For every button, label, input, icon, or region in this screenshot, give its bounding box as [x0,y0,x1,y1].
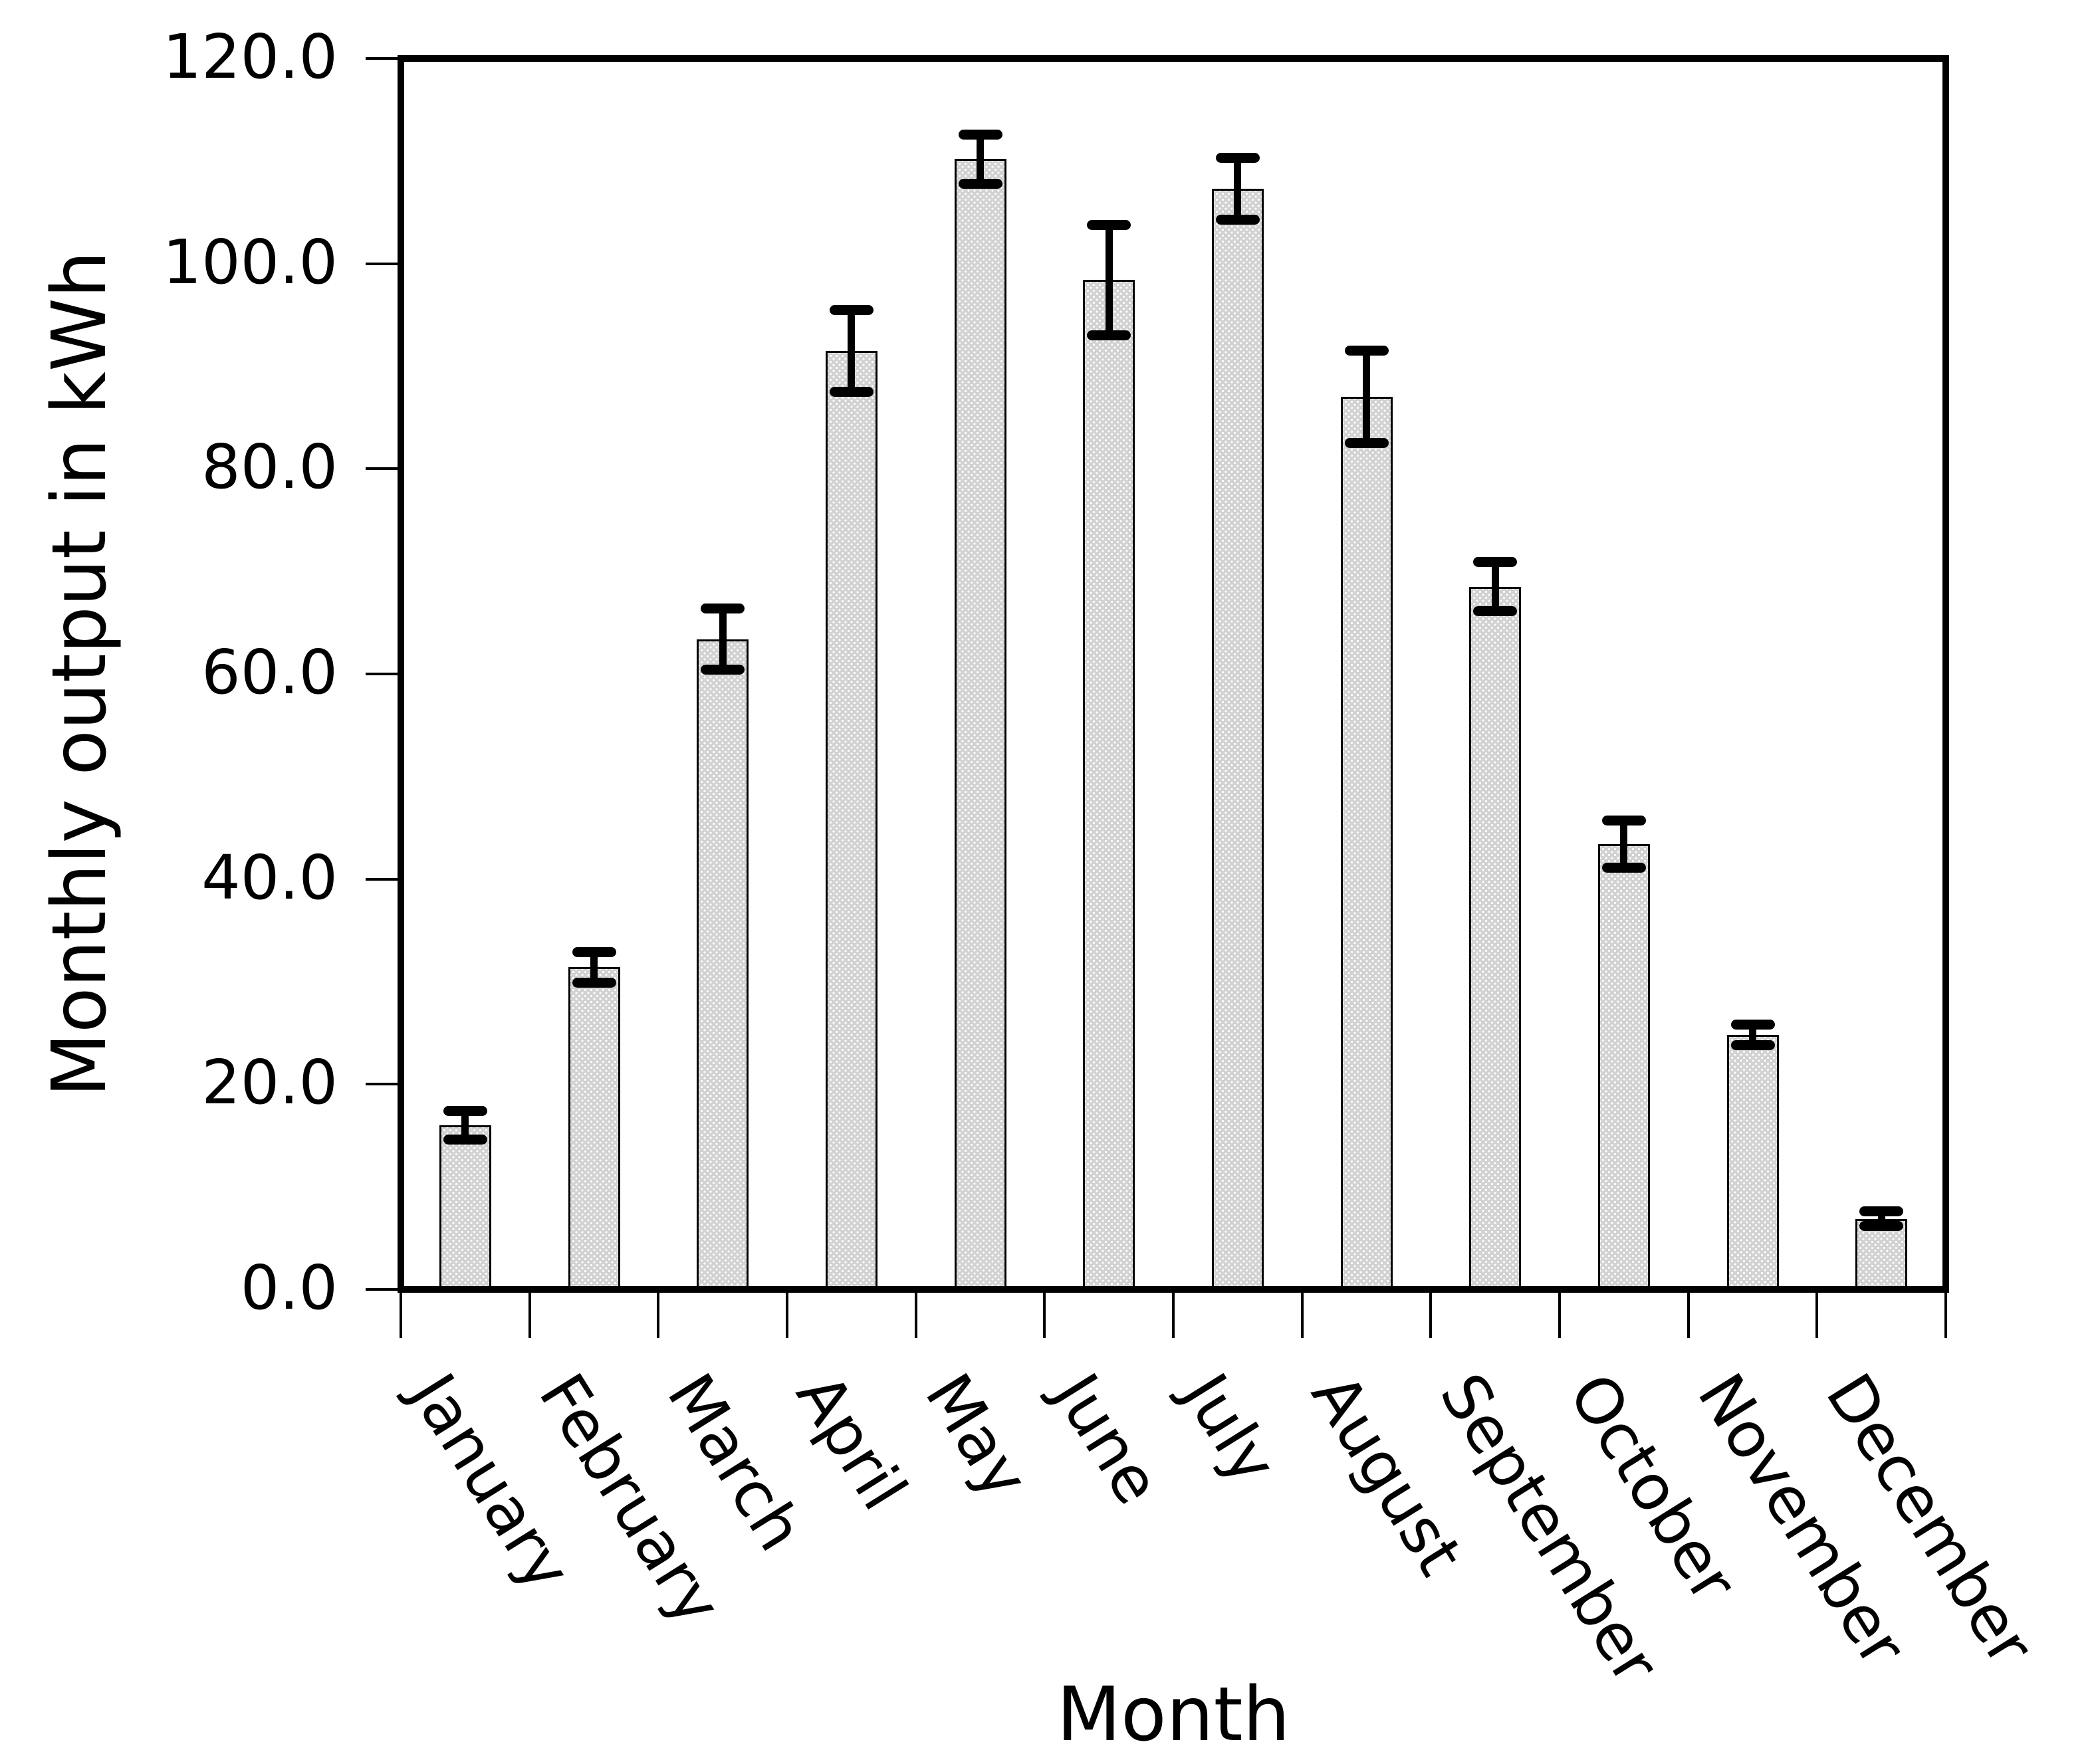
error-bar-stem [1491,562,1499,611]
error-bar-stem [977,134,984,184]
error-bar-cap-bottom [1601,863,1646,873]
error-bar-stem [848,310,856,392]
bar [568,967,620,1293]
x-tick [1172,1293,1175,1338]
error-bar-cap-bottom [1215,214,1260,225]
y-tick [366,467,398,471]
error-bar-cap-top [701,603,745,613]
error-bar-cap-top [958,129,1002,140]
error-bar-cap-bottom [443,1135,487,1145]
y-tick-label: 60.0 [201,637,338,708]
x-tick [1043,1293,1046,1338]
bar [697,639,749,1293]
error-bar-cap-top [572,946,616,957]
error-bar-stem [461,1111,469,1140]
error-bar-stem [719,608,727,670]
y-tick [366,1083,398,1086]
error-bar-stem [1105,225,1113,336]
error-bar-cap-bottom [1730,1040,1775,1051]
y-tick [366,673,398,675]
y-tick-label: 40.0 [201,841,338,913]
bar [1083,280,1135,1293]
x-tick [1429,1293,1433,1338]
error-bar-cap-bottom [829,387,874,397]
error-bar-cap-bottom [1344,438,1389,449]
error-bar-cap-top [1344,346,1389,356]
error-bar-cap-bottom [701,665,745,675]
error-bar-stem [1363,350,1370,443]
error-bar-cap-top [1473,557,1518,568]
x-axis-title: Month [1056,1672,1290,1758]
error-bar-cap-bottom [1859,1220,1904,1231]
x-tick-label: July [1168,1361,1290,1497]
y-tick [366,262,398,265]
error-bar-cap-top [1859,1206,1904,1217]
bar [825,350,877,1293]
x-tick [400,1293,402,1338]
x-tick-label: April [782,1361,921,1523]
x-tick [914,1293,917,1338]
y-tick-label: 100.0 [162,226,338,298]
error-bar-stem [1234,158,1242,220]
x-tick [1558,1293,1561,1338]
bar [439,1125,491,1293]
error-bar-cap-top [1730,1020,1775,1030]
error-bar-cap-top [1087,219,1131,230]
y-tick-label: 80.0 [201,431,338,503]
error-bar-cap-bottom [958,178,1002,189]
x-tick-label: May [910,1361,1042,1511]
error-bar-cap-top [1215,153,1260,164]
bar [1340,397,1393,1293]
error-bar-cap-bottom [572,978,616,988]
y-tick [366,877,398,881]
bar [1211,189,1264,1293]
bar [1726,1035,1779,1293]
x-tick [1300,1293,1304,1338]
y-tick [366,1288,398,1291]
x-tick [1815,1293,1819,1338]
error-bar-cap-bottom [1087,330,1131,341]
x-tick [1687,1293,1690,1338]
y-tick-label: 0.0 [240,1252,338,1323]
error-bar-cap-top [443,1105,487,1116]
y-tick [366,57,398,60]
bar [1469,586,1522,1293]
x-tick-label: June [1039,1361,1175,1517]
error-bar-cap-bottom [1473,606,1518,617]
x-tick [786,1293,788,1338]
y-tick-label: 120.0 [162,21,338,92]
error-bar-cap-top [1601,816,1646,826]
plot-border-box [398,55,1949,1293]
error-bar-stem [590,952,598,983]
error-bar-stem [1877,1211,1885,1226]
y-axis-title: Monthly output in kWh [37,251,123,1097]
error-bar-cap-top [829,304,874,315]
bar [1597,844,1650,1293]
x-tick [657,1293,660,1338]
x-tick [1944,1293,1947,1338]
error-bar-stem [1620,820,1628,868]
y-tick-label: 20.0 [201,1047,338,1119]
error-bar-stem [1749,1024,1756,1046]
x-tick [528,1293,531,1338]
bar [954,159,1006,1293]
